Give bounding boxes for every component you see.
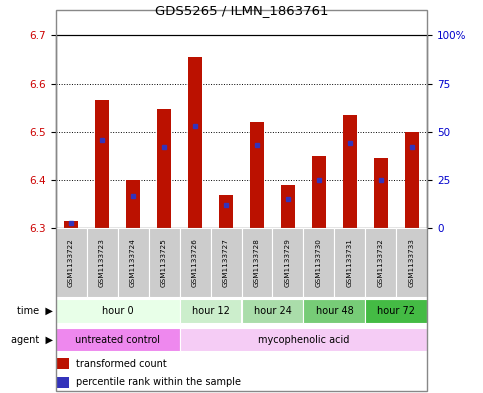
Bar xyxy=(56,358,69,369)
Text: GSM1133727: GSM1133727 xyxy=(223,238,229,287)
Text: GSM1133724: GSM1133724 xyxy=(130,238,136,287)
Bar xyxy=(334,228,366,297)
Bar xyxy=(64,221,78,228)
Bar xyxy=(250,122,264,228)
Bar xyxy=(56,299,180,323)
Bar xyxy=(211,228,242,297)
Text: percentile rank within the sample: percentile rank within the sample xyxy=(76,377,241,387)
Text: GSM1133731: GSM1133731 xyxy=(347,238,353,287)
Bar xyxy=(374,158,388,228)
Bar xyxy=(405,132,419,228)
Bar xyxy=(180,228,211,297)
Bar xyxy=(242,299,303,323)
Bar xyxy=(272,228,303,297)
Text: GSM1133730: GSM1133730 xyxy=(316,238,322,287)
Bar xyxy=(303,228,334,297)
Text: GSM1133725: GSM1133725 xyxy=(161,238,167,287)
Text: mycophenolic acid: mycophenolic acid xyxy=(258,334,349,345)
Bar xyxy=(281,185,295,228)
Bar xyxy=(366,228,397,297)
Text: hour 72: hour 72 xyxy=(377,306,415,316)
Text: hour 24: hour 24 xyxy=(254,306,291,316)
Bar xyxy=(149,228,180,297)
Bar xyxy=(180,328,427,351)
Text: GSM1133723: GSM1133723 xyxy=(99,238,105,287)
Bar xyxy=(56,377,69,388)
Bar xyxy=(95,101,109,228)
Bar xyxy=(56,328,180,351)
Bar xyxy=(180,299,242,323)
Bar xyxy=(343,115,357,228)
Bar xyxy=(219,195,233,228)
Text: GSM1133733: GSM1133733 xyxy=(409,238,415,287)
Bar xyxy=(397,228,427,297)
Bar xyxy=(56,228,86,297)
Bar xyxy=(366,299,427,323)
Text: hour 12: hour 12 xyxy=(192,306,229,316)
Text: untreated control: untreated control xyxy=(75,334,160,345)
Text: GSM1133732: GSM1133732 xyxy=(378,238,384,287)
Text: hour 0: hour 0 xyxy=(102,306,133,316)
Bar xyxy=(117,228,149,297)
Bar xyxy=(157,109,171,228)
Bar xyxy=(188,57,202,228)
Text: GSM1133729: GSM1133729 xyxy=(285,238,291,287)
Text: GDS5265 / ILMN_1863761: GDS5265 / ILMN_1863761 xyxy=(155,4,328,17)
Bar xyxy=(242,228,272,297)
Bar xyxy=(312,156,326,228)
Text: GSM1133722: GSM1133722 xyxy=(68,238,74,287)
Text: agent  ▶: agent ▶ xyxy=(11,334,53,345)
Text: GSM1133726: GSM1133726 xyxy=(192,238,198,287)
Bar xyxy=(303,299,366,323)
Text: transformed count: transformed count xyxy=(76,359,167,369)
Text: time  ▶: time ▶ xyxy=(17,306,53,316)
Bar xyxy=(86,228,117,297)
Text: hour 48: hour 48 xyxy=(315,306,354,316)
Text: GSM1133728: GSM1133728 xyxy=(254,238,260,287)
Bar xyxy=(126,180,140,228)
